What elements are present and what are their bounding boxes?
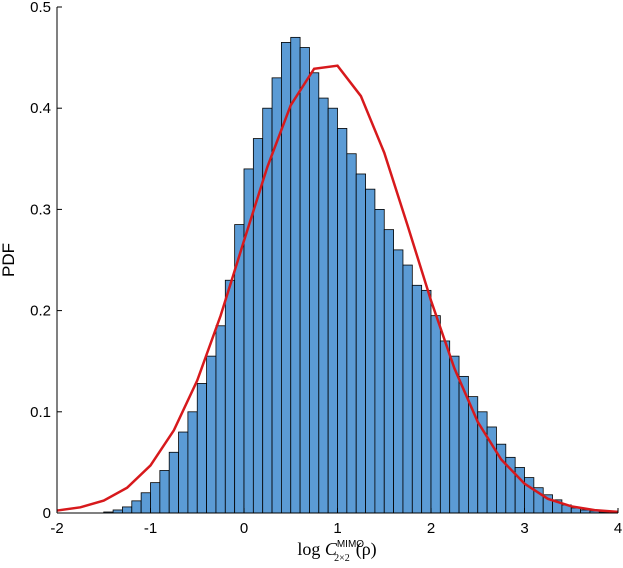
bar — [421, 289, 432, 514]
bar — [206, 355, 217, 514]
y-tick-label: 0.1 — [30, 404, 51, 421]
bar — [318, 97, 329, 514]
y-tick-label: 0.4 — [30, 100, 51, 117]
bar — [346, 153, 357, 514]
bar — [178, 431, 189, 514]
x-tick-label: 1 — [333, 520, 341, 537]
x-label-prefix: log — [297, 539, 320, 559]
bar — [150, 482, 161, 514]
x-tick-label: -1 — [144, 520, 157, 537]
bar — [187, 411, 198, 514]
bar — [393, 249, 404, 514]
fit-curve — [56, 64, 619, 514]
bar — [280, 42, 292, 514]
x-tick-label: 2 — [427, 520, 435, 537]
bar — [122, 506, 133, 514]
y-tick-label: 0.5 — [30, 0, 51, 16]
x-label-subscript: 2×2 — [334, 553, 350, 564]
y-tick-label: 0 — [43, 505, 51, 522]
bar — [355, 173, 366, 514]
bar — [159, 470, 170, 514]
x-label-symbol: C — [325, 539, 338, 559]
x-tick-label: 3 — [520, 520, 528, 537]
x-label-suffix: (ρ) — [356, 539, 377, 560]
bar — [411, 284, 423, 514]
bar — [383, 229, 394, 514]
bar — [477, 411, 488, 514]
bar — [290, 36, 301, 514]
x-tick-label: -2 — [50, 520, 63, 537]
bar — [337, 128, 348, 514]
bar — [449, 355, 460, 514]
y-tick-label: 0.3 — [30, 201, 51, 218]
bar — [140, 492, 151, 514]
x-tick-label: 0 — [240, 520, 248, 537]
bar — [430, 315, 441, 514]
bar — [168, 451, 179, 514]
x-tick-label: 4 — [614, 520, 622, 537]
x-axis-label: log CMIMO 2×2 (ρ) — [297, 539, 376, 564]
bar — [402, 264, 413, 514]
bar — [374, 208, 385, 514]
bar — [439, 340, 451, 514]
bar — [365, 188, 376, 514]
bar — [309, 72, 320, 514]
bar — [327, 107, 338, 514]
y-tick-label: 0.2 — [30, 303, 51, 320]
bar — [131, 500, 142, 514]
bar — [215, 325, 226, 514]
bar — [224, 279, 236, 514]
bar — [243, 168, 254, 514]
bar — [524, 477, 535, 514]
bar — [299, 47, 310, 514]
bar — [196, 383, 207, 514]
y-axis-label: PDF — [0, 243, 18, 277]
x-label-superscript: MIMO — [337, 539, 364, 550]
